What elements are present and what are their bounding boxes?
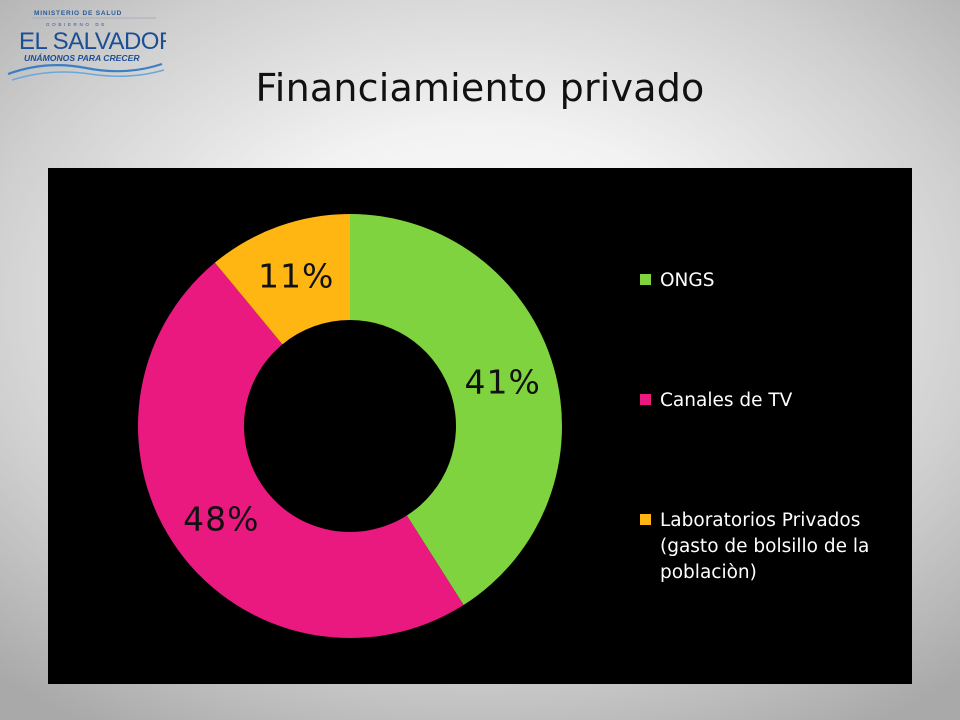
legend-swatch <box>640 274 651 285</box>
slice-data-label: 41% <box>464 362 541 402</box>
slice-data-label: 11% <box>257 256 335 296</box>
donut-slice <box>137 262 464 638</box>
ministry-logo: MINISTERIO DE SALUD GOBIERNO DE EL SALVA… <box>6 8 176 88</box>
logo-wave-icon <box>7 62 163 76</box>
slice-data-label: 48% <box>183 499 260 539</box>
legend-label: Canales de TV <box>660 390 793 411</box>
legend-label: ONGS <box>660 270 715 291</box>
legend-swatch <box>640 514 651 525</box>
donut-chart <box>137 214 562 638</box>
slide-title: Financiamiento privado <box>255 66 705 110</box>
donut-slice <box>350 214 562 605</box>
legend-label: Laboratorios Privados (gasto de bolsillo… <box>660 510 870 583</box>
logo-ministry-text: MINISTERIO DE SALUD <box>34 10 122 17</box>
legend-swatch <box>640 394 651 405</box>
logo-government-text: GOBIERNO DE <box>46 22 107 27</box>
chart-area: 41% 48% 11% ONGS Canales de TV Laboratorios … <box>48 168 912 684</box>
logo-country-text: EL SALVADOR <box>19 28 166 55</box>
logo-wave-icon <box>11 69 165 81</box>
logo-slogan-text: UNÁMONOS PARA CRECER <box>24 53 140 63</box>
donut-slice <box>214 214 350 345</box>
